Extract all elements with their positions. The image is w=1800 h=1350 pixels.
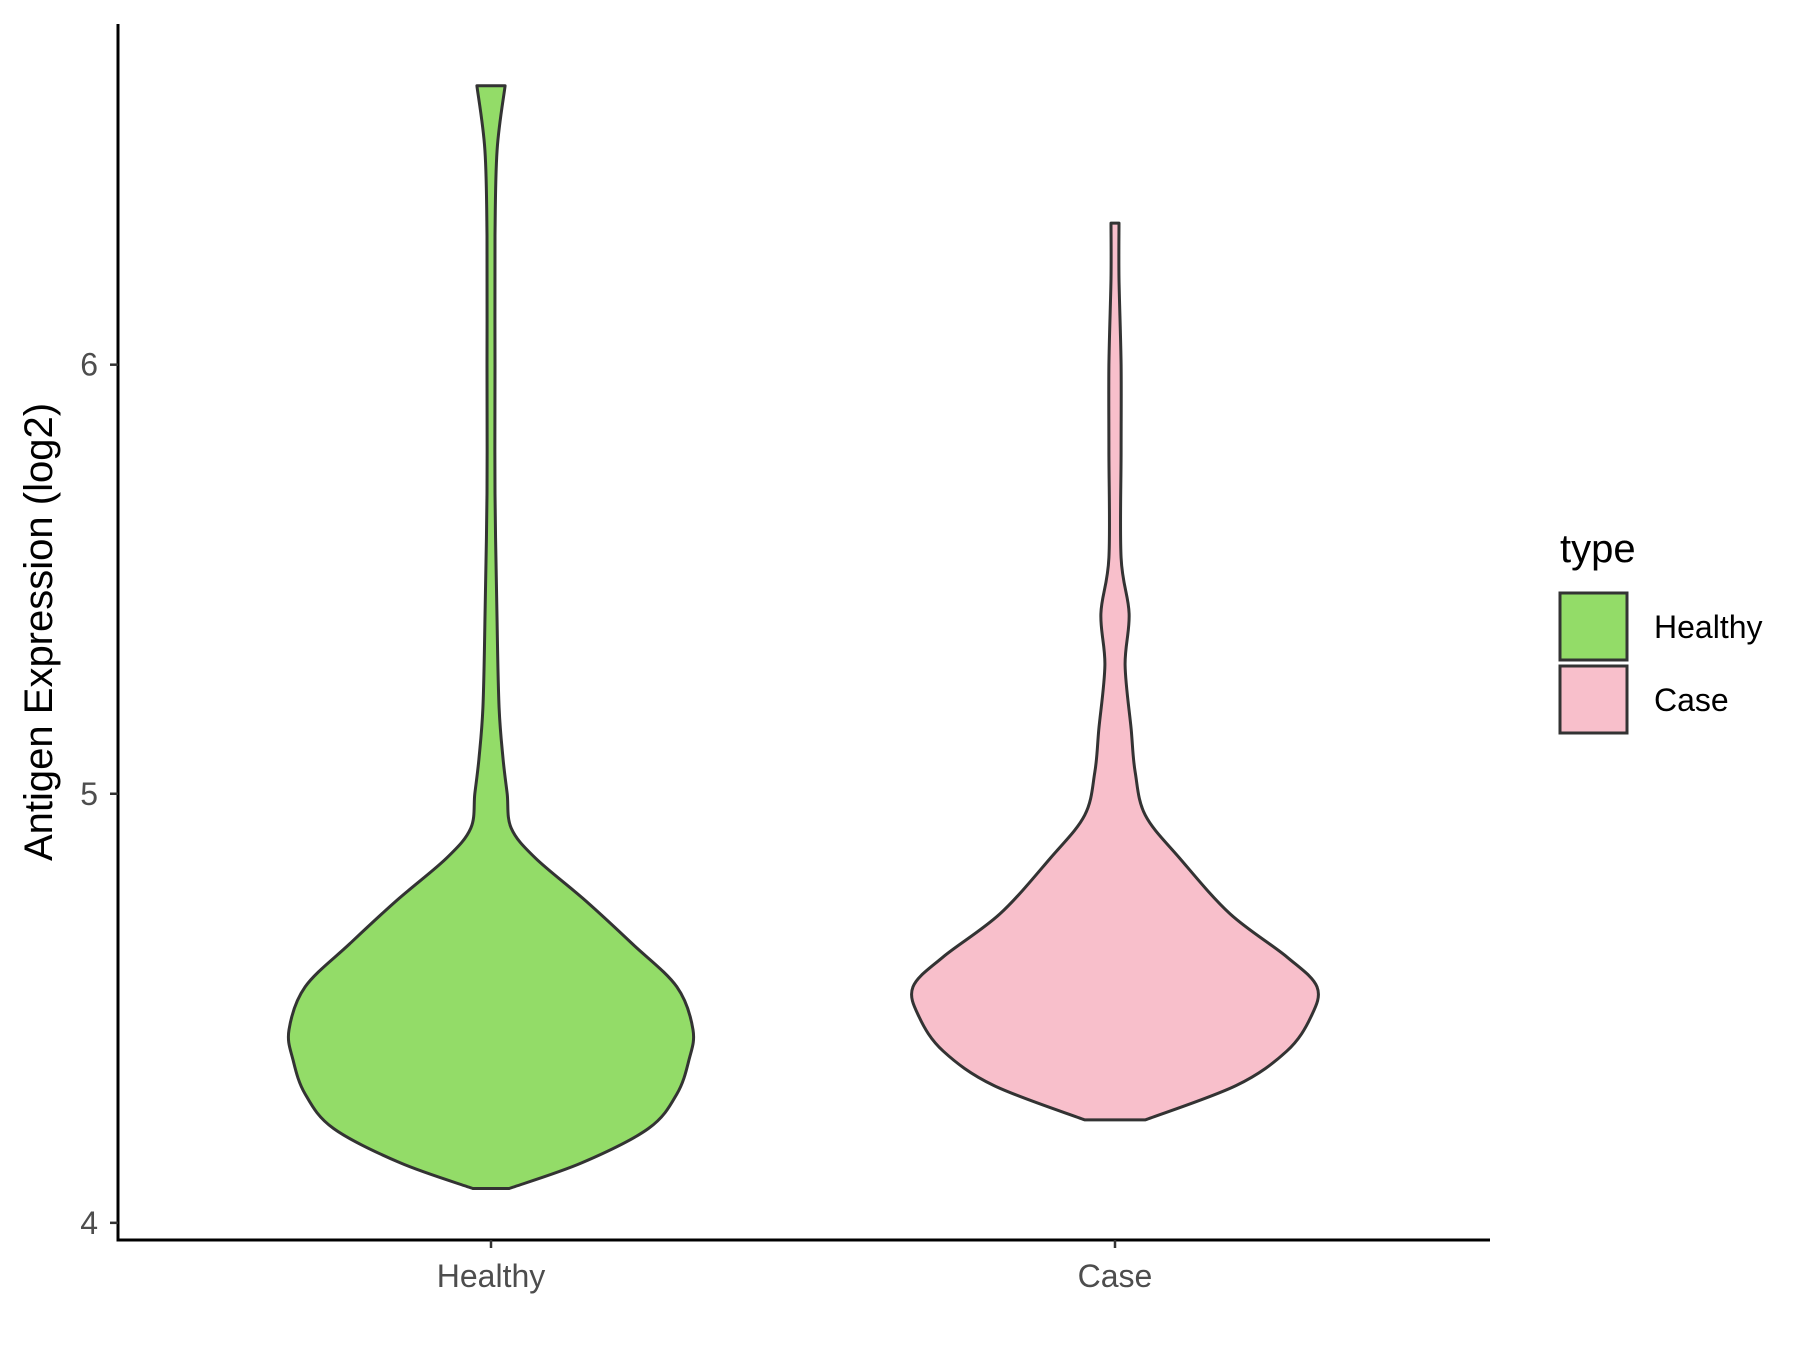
y-tick-label: 6 [80,347,98,383]
violin-healthy [286,84,696,1190]
legend-label-healthy: Healthy [1654,609,1763,645]
legend-title: type [1560,527,1636,571]
legend: type Healthy Case [1558,527,1763,735]
legend-label-case: Case [1654,682,1729,718]
y-ticks-layer: 4 5 6 [80,347,118,1241]
y-tick-label: 4 [80,1205,98,1241]
x-ticks-layer: Healthy Case [437,1240,1153,1294]
legend-key-healthy [1558,591,1629,662]
x-tick-label: Healthy [437,1258,546,1294]
legend-key-case [1558,664,1629,735]
y-axis-title: Antigen Expression (log2) [17,403,61,861]
violin-case [910,221,1320,1122]
violins-layer [286,84,1320,1190]
y-tick-label: 5 [80,776,98,812]
x-tick-label: Case [1078,1258,1153,1294]
